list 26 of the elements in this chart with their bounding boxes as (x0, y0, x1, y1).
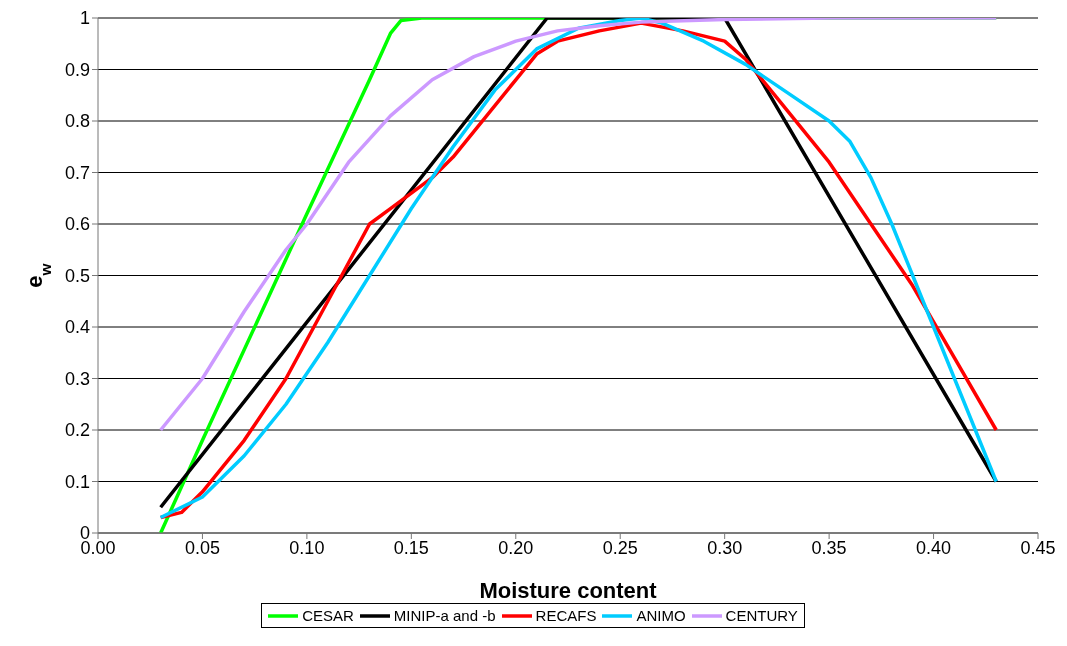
y-tick-label: 0.2 (64, 420, 90, 441)
y-tick-label: 0.8 (64, 111, 90, 132)
y-tick-label: 0.4 (64, 317, 90, 338)
line-series (158, 18, 998, 432)
legend-label: CESAR (302, 607, 354, 624)
y-tick-label: 0.3 (64, 368, 90, 389)
y-tick-label: 0.5 (64, 265, 90, 286)
x-tick-label: 0.40 (916, 537, 952, 558)
x-axis-title: Moisture content (479, 578, 658, 603)
y-tick-label: 1 (79, 8, 90, 29)
legend-label: RECAFS (535, 607, 597, 624)
x-tick-label: 0.35 (811, 537, 847, 558)
x-tick-label: 0.20 (498, 537, 534, 558)
x-tick-label: 0.05 (184, 537, 220, 558)
x-tick-label: 0.10 (289, 537, 325, 558)
x-tick-label: 0.45 (1020, 537, 1056, 558)
legend-label: CENTURY (725, 607, 798, 624)
y-tick-label: 0.7 (64, 162, 90, 183)
x-tick-label: 0.25 (602, 537, 638, 558)
y-tick-label: 0.9 (64, 59, 90, 80)
x-tick-label: 0.30 (707, 537, 743, 558)
legend-label: MINIP-a and -b (393, 607, 496, 624)
y-tick-label: 0.1 (64, 471, 90, 492)
legend-label: ANIMO (636, 607, 686, 624)
x-tick-label: 0.15 (393, 537, 429, 558)
y-tick-label: 0.6 (64, 214, 90, 235)
